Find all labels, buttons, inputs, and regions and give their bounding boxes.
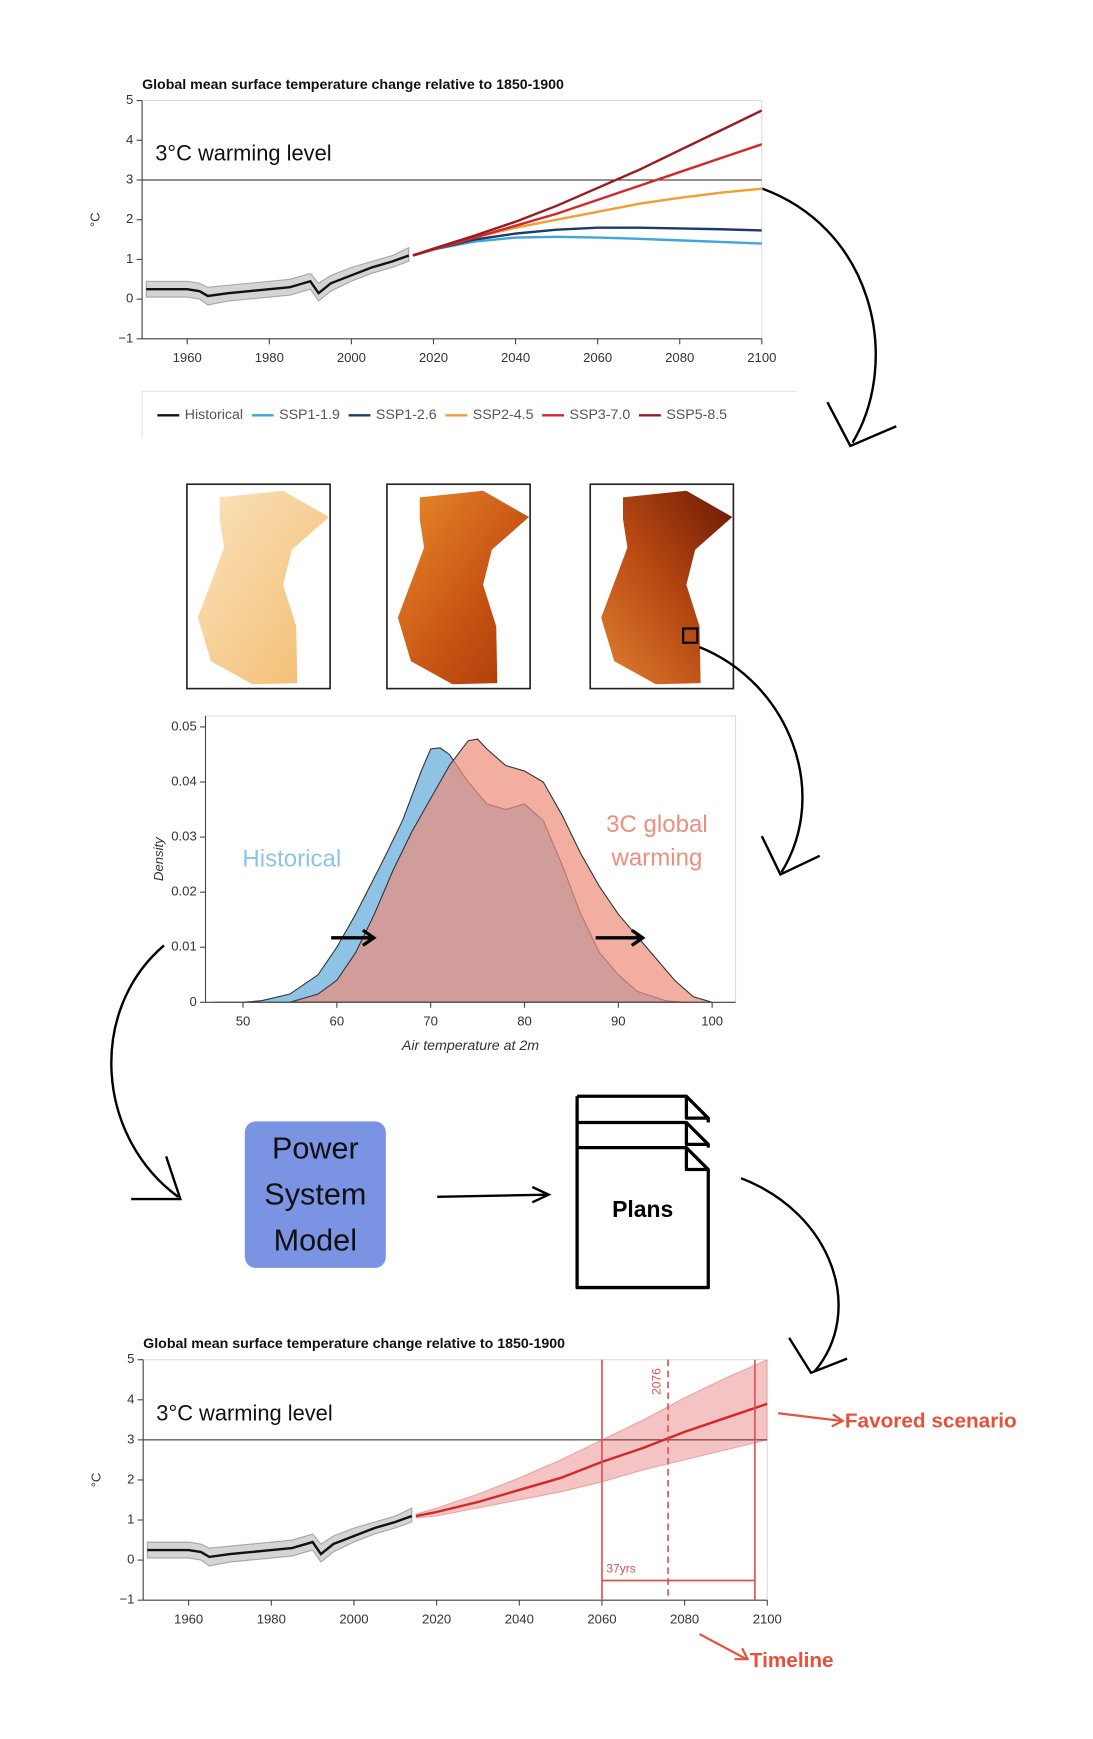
x-tick-label: 2040 [505, 1611, 534, 1626]
series-line [412, 109, 762, 257]
series-label: 3C global warming [606, 809, 708, 872]
timeline-annotation: Timeline [750, 1649, 834, 1672]
x-tick-label: 1960 [173, 350, 202, 365]
y-tick-label: 5 [127, 1351, 134, 1366]
favored-annotation: Favored scenario [845, 1409, 1017, 1432]
y-tick-label: 0.01 [171, 939, 197, 954]
y-tick-label: 5 [126, 92, 133, 107]
y-tick-label: 4 [126, 132, 133, 147]
x-tick-label: 80 [517, 1013, 532, 1028]
y-tick-label: −1 [118, 330, 133, 345]
legend-label: SSP3-7.0 [570, 407, 631, 423]
x-tick-label: 2080 [670, 1611, 699, 1626]
span-label: 37yrs [606, 1562, 635, 1576]
x-tick-label: 1980 [255, 350, 284, 365]
plot-frame [141, 100, 763, 340]
x-tick-label: 2100 [747, 350, 776, 365]
x-tick-label: 1960 [174, 1611, 203, 1626]
legend-label: SSP5-8.5 [666, 407, 727, 423]
crossing-label: 2076 [649, 1368, 663, 1395]
y-axis-label: °C [89, 1473, 104, 1488]
x-tick-label: 2000 [339, 1611, 368, 1626]
legend-label: Historical [185, 407, 243, 423]
uncertainty-band [145, 246, 410, 306]
y-tick-label: 0.02 [171, 884, 197, 899]
y-tick-label: 3 [127, 1431, 134, 1446]
series-line [146, 254, 410, 298]
chart-title: Global mean surface temperature change r… [142, 77, 564, 93]
y-tick-label: 2 [126, 211, 133, 226]
x-tick-label: 2040 [501, 350, 530, 365]
y-tick-label: −1 [119, 1592, 134, 1607]
model-label: Power System Model [264, 1131, 367, 1257]
y-tick-label: 2 [127, 1471, 134, 1486]
y-tick-label: 1 [126, 251, 133, 266]
y-tick-label: 0.05 [171, 718, 197, 733]
y-tick-label: 1 [127, 1511, 134, 1526]
series-line [415, 1402, 768, 1518]
model-node [244, 1121, 386, 1268]
reference-label: 3°C warming level [155, 141, 331, 166]
plans-icon [575, 1094, 710, 1290]
x-tick-label: 100 [701, 1013, 723, 1028]
x-tick-label: 2000 [337, 350, 366, 365]
uncertainty-band [146, 1507, 413, 1567]
series-line [147, 1514, 413, 1559]
x-tick-label: 2100 [753, 1611, 782, 1626]
plot-area [142, 109, 762, 306]
flow-arrows [110, 184, 897, 1375]
x-tick-label: 2060 [587, 1611, 616, 1626]
x-axis-label: Air temperature at 2m [401, 1038, 539, 1054]
x-tick-label: 90 [611, 1013, 626, 1028]
y-axis-label: °C [88, 212, 103, 227]
series-label: Historical [242, 846, 341, 873]
chart: 0 0.01 0.02 0.03 0.04 0.05 50 60 70 80 90 100 Densit… [151, 715, 737, 1054]
callout-arrows [699, 1412, 845, 1661]
x-tick-label: 2060 [583, 350, 612, 365]
y-tick-label: 0.04 [171, 773, 197, 788]
legend-label: SSP1-2.6 [376, 407, 437, 423]
plot-frame [142, 1359, 768, 1601]
legend-label: SSP1-1.9 [279, 407, 340, 423]
shift-arrow [595, 928, 646, 947]
y-tick-label: 0.03 [171, 829, 197, 844]
y-tick-label: 4 [127, 1391, 134, 1406]
series-line [412, 143, 762, 257]
chart: −1 0 1 2 3 4 5 1960 1980 2000 2020 2040 2060 2080 2100… [88, 77, 796, 438]
plans-label: Plans [612, 1196, 673, 1222]
selection-box [682, 627, 699, 644]
legend-label: SSP2-4.5 [473, 407, 534, 423]
chart: −1 0 1 2 3 4 5 1960 1980 2000 2020 2040 2060 2080 2100… [89, 1336, 782, 1626]
map-panel [186, 483, 331, 690]
x-tick-label: 60 [330, 1013, 345, 1028]
map-panel [589, 483, 735, 690]
x-tick-label: 2080 [665, 350, 694, 365]
reference-label: 3°C warming level [156, 1401, 332, 1426]
x-tick-label: 2020 [419, 350, 448, 365]
y-axis-label: Density [151, 836, 166, 881]
y-tick-label: 0 [127, 1552, 134, 1567]
shift-arrow [331, 928, 377, 947]
y-tick-label: 0 [126, 291, 133, 306]
x-tick-label: 50 [236, 1013, 251, 1028]
x-tick-label: 70 [423, 1013, 438, 1028]
map-panel [386, 483, 531, 690]
y-tick-label: 0 [189, 994, 196, 1009]
uncertainty-band [415, 1359, 768, 1519]
chart-title: Global mean surface temperature change r… [143, 1336, 565, 1352]
plot-area [143, 1359, 768, 1567]
x-tick-label: 2020 [422, 1611, 451, 1626]
x-tick-label: 1980 [257, 1611, 286, 1626]
y-tick-label: 3 [126, 171, 133, 186]
